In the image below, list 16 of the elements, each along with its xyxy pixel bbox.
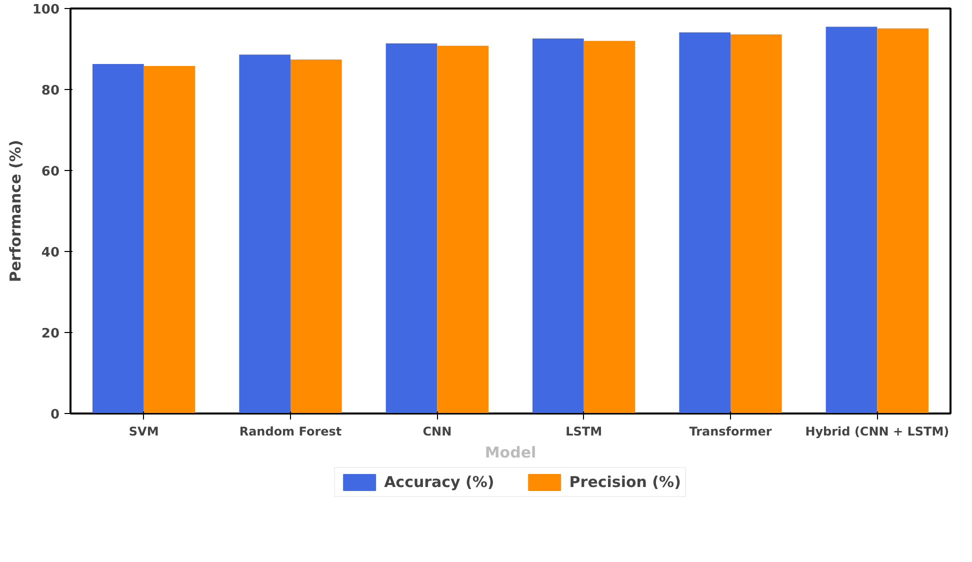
- y-tick-label: 0: [50, 408, 60, 422]
- legend-label: Accuracy (%): [384, 473, 494, 491]
- y-tick-label: 80: [41, 84, 60, 98]
- y-tick-label: 20: [41, 326, 60, 342]
- y-tick-label: 40: [41, 246, 60, 260]
- x-tick-label: LSTM: [566, 424, 602, 438]
- x-tick-label: Random Forest: [239, 424, 342, 438]
- x-tick-label: SVM: [128, 424, 159, 438]
- legend-label: Precision (%): [569, 473, 681, 491]
- x-tick-label: Hybrid (CNN + LSTM): [805, 424, 950, 438]
- x-tick-label: CNN: [422, 424, 452, 438]
- y-axis-title: Performance (%): [6, 140, 24, 282]
- y-tick-label: 100: [32, 2, 60, 18]
- x-tick-label: Transformer: [689, 424, 772, 438]
- x-axis-title: Model: [484, 444, 536, 462]
- y-tick-label: 60: [41, 164, 60, 180]
